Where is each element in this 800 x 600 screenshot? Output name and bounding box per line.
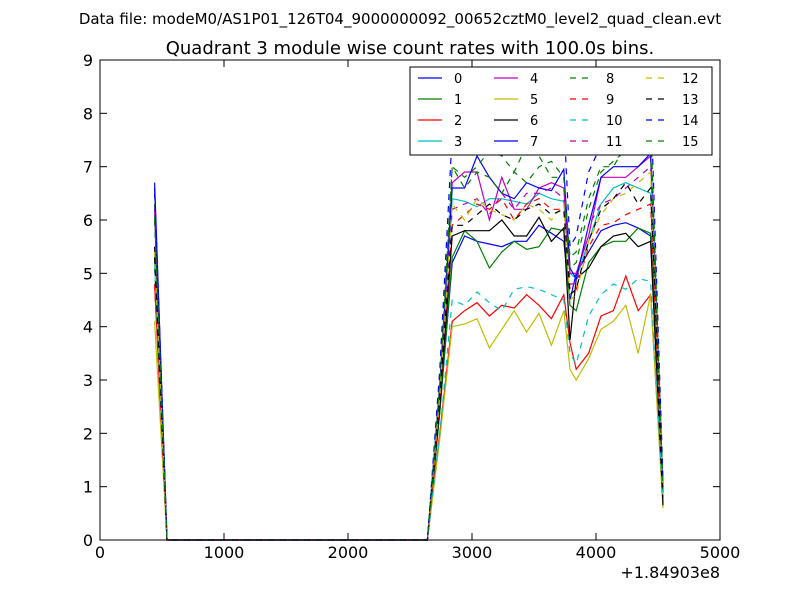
y-tick-label: 9 bbox=[83, 51, 93, 70]
legend-label-12: 12 bbox=[682, 72, 699, 87]
legend-label-6: 6 bbox=[530, 114, 538, 129]
y-tick-label: 7 bbox=[83, 158, 93, 177]
legend-label-1: 1 bbox=[454, 93, 462, 108]
series-line-9 bbox=[154, 197, 664, 541]
y-tick-label: 8 bbox=[83, 104, 93, 123]
x-tick-label: 0 bbox=[95, 543, 105, 562]
y-tick-label: 2 bbox=[83, 424, 93, 443]
plot-frame bbox=[99, 59, 721, 541]
legend-label-15: 15 bbox=[682, 135, 699, 150]
legend-label-0: 0 bbox=[454, 72, 462, 87]
series-line-12 bbox=[154, 170, 664, 541]
x-tick-label: 2000 bbox=[328, 543, 369, 562]
x-tick-label: 1000 bbox=[204, 543, 245, 562]
y-tick-label: 3 bbox=[83, 371, 93, 390]
legend-label-3: 3 bbox=[454, 135, 462, 150]
legend-label-8: 8 bbox=[606, 72, 614, 87]
x-tick-label: 3000 bbox=[452, 543, 493, 562]
chart-title: Quadrant 3 module wise count rates with … bbox=[166, 38, 655, 59]
x-offset-label: +1.84903e8 bbox=[620, 563, 720, 582]
legend-label-5: 5 bbox=[530, 93, 538, 108]
legend-label-2: 2 bbox=[454, 114, 462, 129]
series-line-13 bbox=[154, 181, 664, 541]
y-tick-label: 0 bbox=[83, 531, 93, 550]
legend-label-11: 11 bbox=[606, 135, 623, 150]
legend-label-7: 7 bbox=[530, 135, 538, 150]
legend-label-9: 9 bbox=[606, 93, 614, 108]
y-tick-label: 1 bbox=[83, 478, 93, 497]
legend-label-14: 14 bbox=[682, 114, 699, 129]
chart-suptitle: Data file: modeM0/AS1P01_126T04_90000000… bbox=[79, 10, 721, 29]
x-tick-label: 5000 bbox=[700, 543, 741, 562]
legend-label-4: 4 bbox=[530, 72, 538, 87]
y-tick-label: 5 bbox=[83, 264, 93, 283]
y-tick-label: 6 bbox=[83, 211, 93, 230]
legend-box bbox=[409, 66, 713, 156]
series-line-10 bbox=[154, 267, 664, 541]
y-tick-label: 4 bbox=[83, 318, 93, 337]
legend-label-10: 10 bbox=[606, 114, 623, 129]
legend-label-13: 13 bbox=[682, 93, 699, 108]
series-line-15 bbox=[154, 116, 664, 541]
x-tick-label: 4000 bbox=[576, 543, 617, 562]
